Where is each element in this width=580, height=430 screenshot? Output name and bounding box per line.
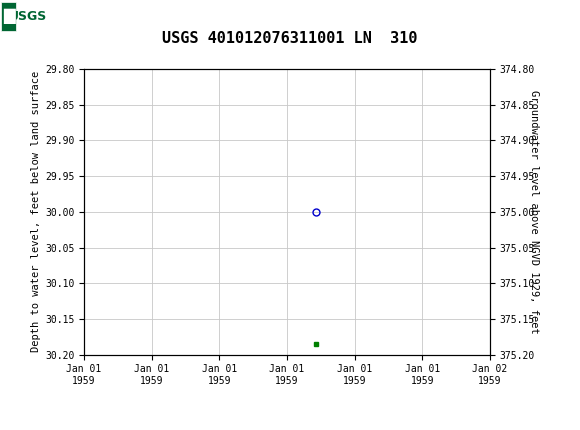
Text: █: █	[3, 9, 14, 24]
Bar	[1, 2, 53, 31]
Text: USGS 401012076311001 LN  310: USGS 401012076311001 LN 310	[162, 31, 418, 46]
Y-axis label: Depth to water level, feet below land surface: Depth to water level, feet below land su…	[31, 71, 41, 353]
Y-axis label: Groundwater level above NGVD 1929, feet: Groundwater level above NGVD 1929, feet	[529, 90, 539, 334]
Bar	[1, 2, 16, 31]
Text: USGS: USGS	[9, 9, 47, 23]
